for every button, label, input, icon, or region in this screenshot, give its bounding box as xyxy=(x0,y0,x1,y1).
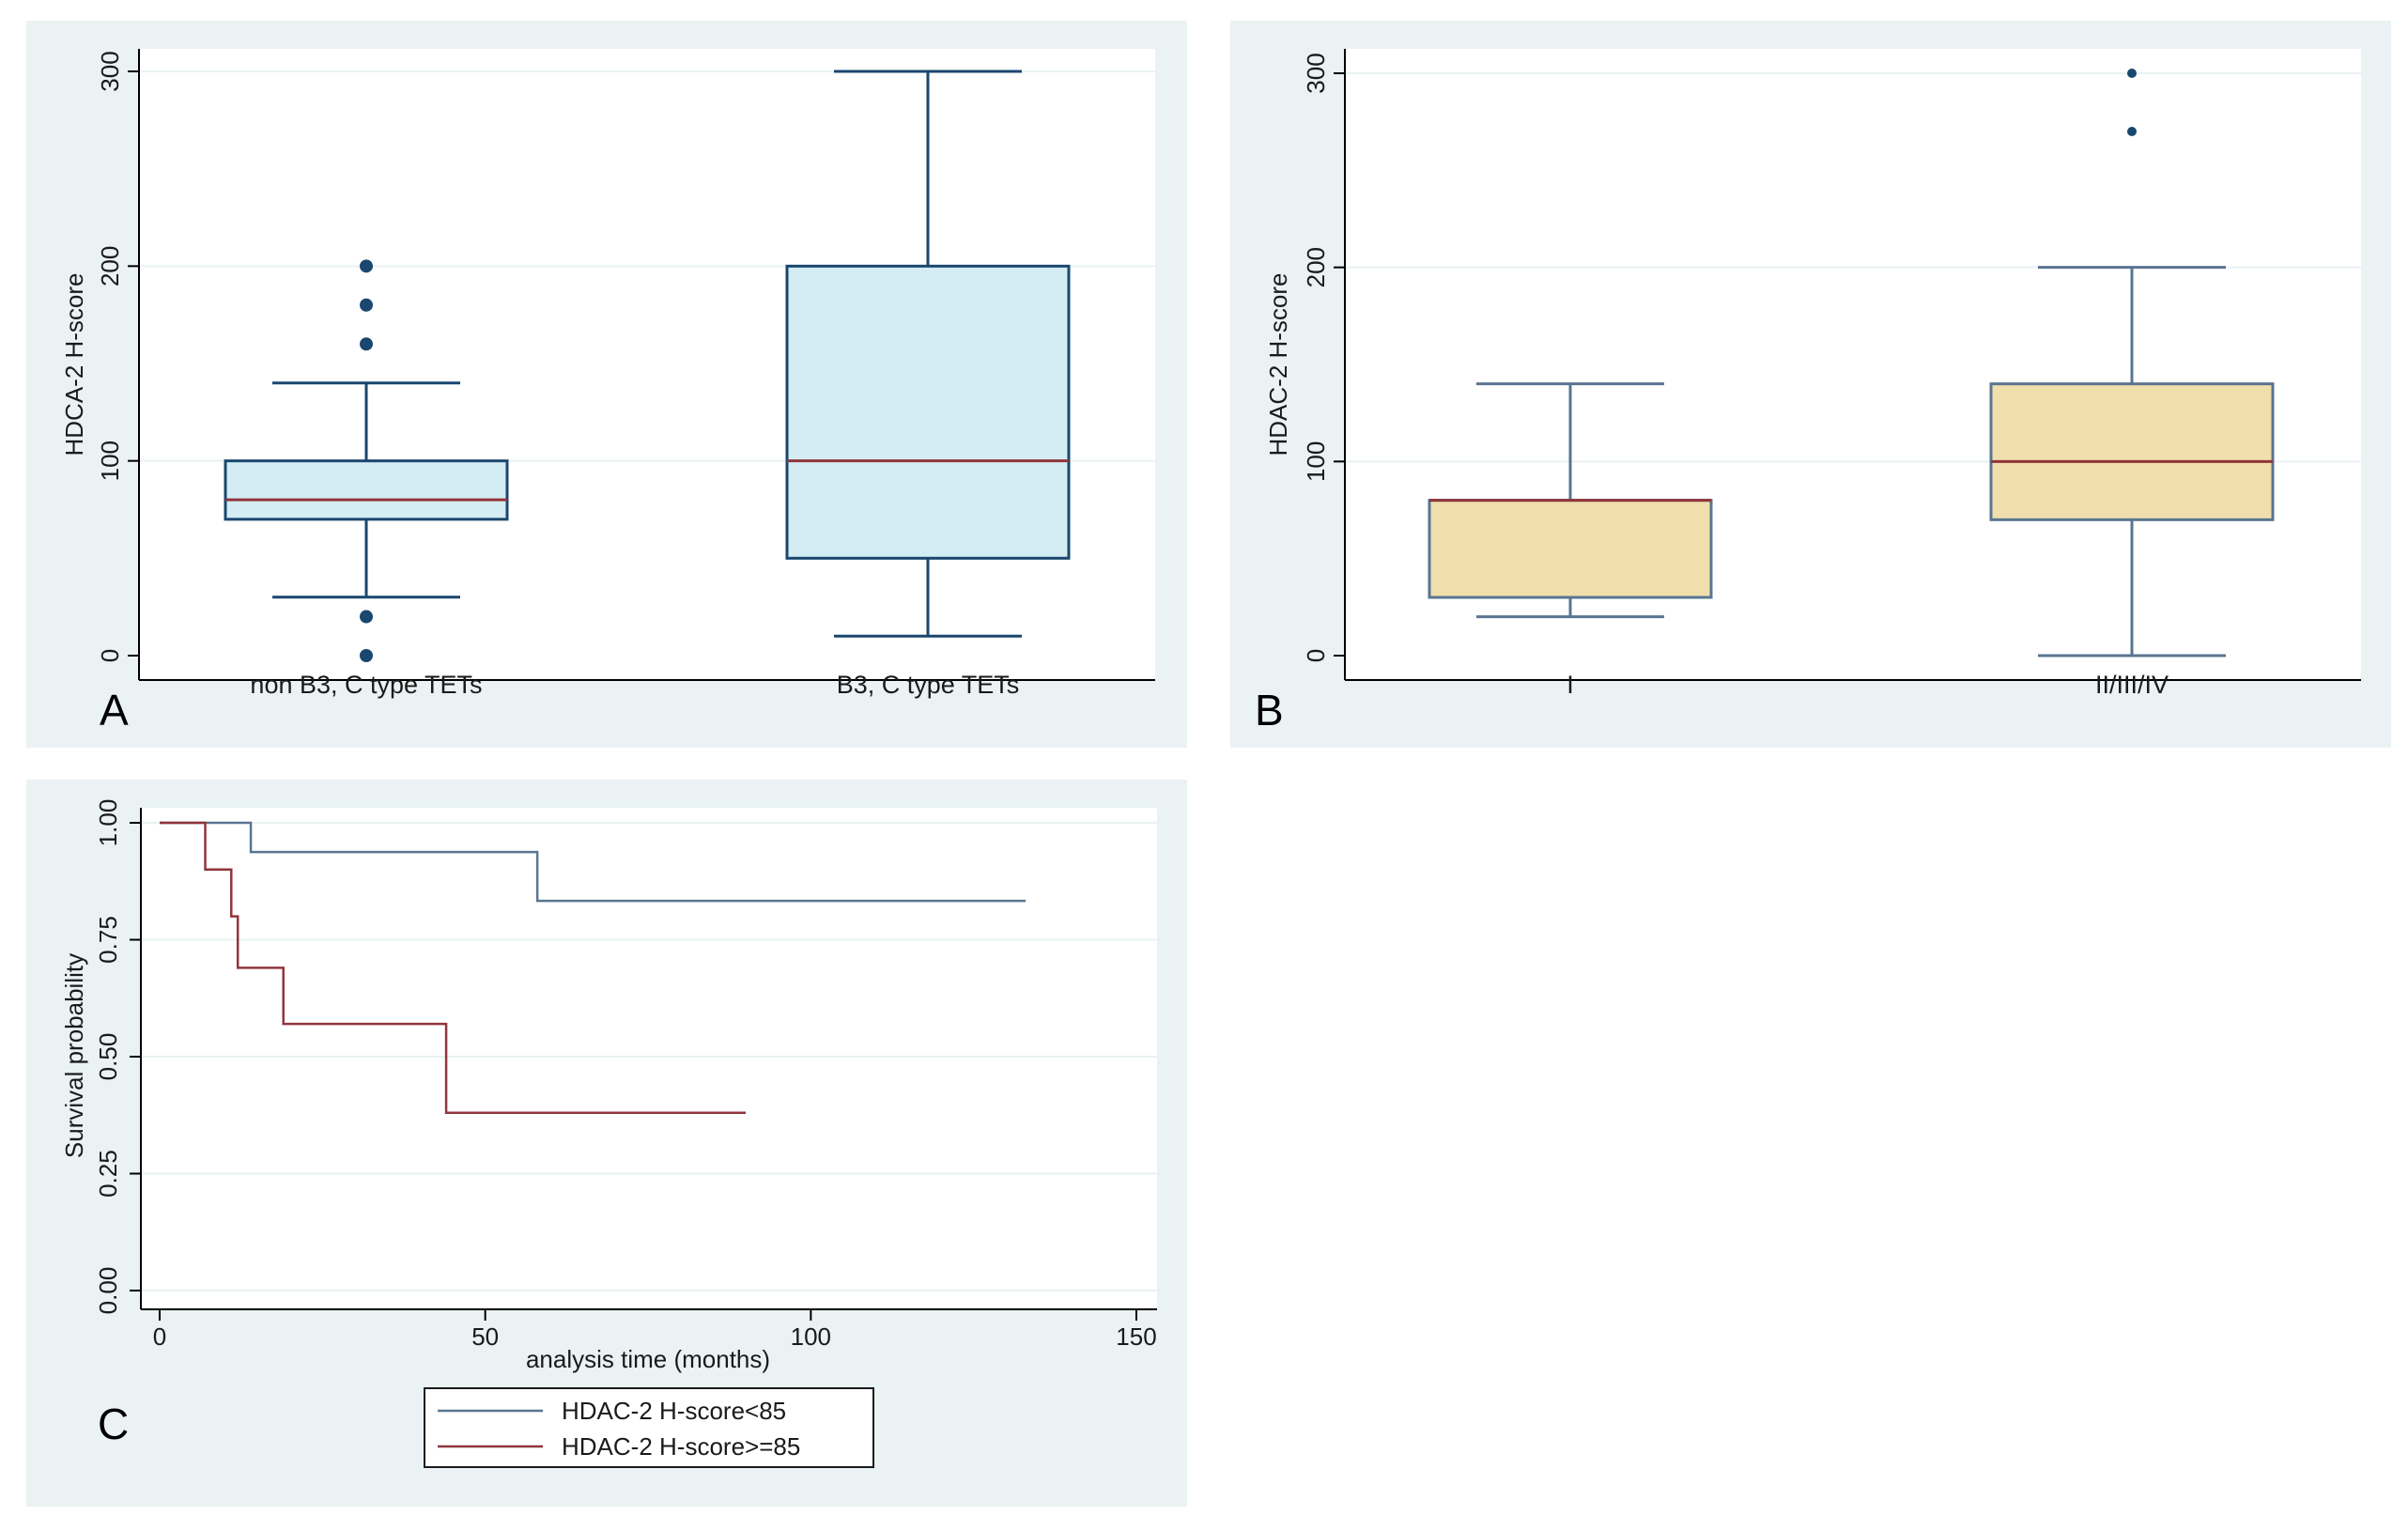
box-iqr xyxy=(1428,499,1713,599)
legend-label-1: HDAC-2 H-score<85 xyxy=(562,1397,786,1425)
y-tick-label: 0.25 xyxy=(94,1150,122,1198)
panel-a-ticks: 0 100 200 300 non B3, C type TETs B3, C type … xyxy=(96,51,1019,699)
panel-a-letter: A xyxy=(100,686,129,735)
x-tick-label: 100 xyxy=(791,1322,831,1351)
x-tick-label: 150 xyxy=(1116,1322,1156,1351)
box-2 xyxy=(1989,69,2275,657)
y-tick-label: 0 xyxy=(1302,649,1330,662)
y-tick-label: 0.50 xyxy=(94,1033,122,1081)
panel-c-legend: HDAC-2 H-score<85 HDAC-2 H-score>=85 xyxy=(424,1387,874,1468)
panel-b-ticks: 0 100 200 300 I II/III/IV xyxy=(1302,53,2169,699)
panel-a: 0 100 200 300 non B3, C type TETs B3, C type … xyxy=(26,21,1187,748)
panel-b-letter: B xyxy=(1255,686,1284,735)
box-iqr xyxy=(785,264,1071,560)
panel-c-survival-curves xyxy=(160,821,1026,1115)
y-tick-label: 100 xyxy=(96,441,124,481)
x-category-label: B3, C type TETs xyxy=(837,671,1020,699)
legend-label-2: HDAC-2 H-score>=85 xyxy=(562,1432,800,1461)
box-1 xyxy=(224,259,509,662)
y-tick-label: 300 xyxy=(96,51,124,91)
panel-a-boxes xyxy=(224,70,1071,662)
y-tick-label: 100 xyxy=(1302,441,1330,482)
outlier-point xyxy=(2127,127,2137,136)
panel-c-y-axis-title: Survival probability xyxy=(60,953,88,1158)
x-category-label: II/III/IV xyxy=(2095,671,2169,699)
box-2 xyxy=(785,70,1071,638)
x-category-label: non B3, C type TETs xyxy=(250,671,482,699)
panel-c-plot-area xyxy=(141,808,1157,1309)
panel-b: 0 100 200 300 I II/III/IV HDAC-2 H-score B xyxy=(1230,21,2391,748)
x-tick-label: 50 xyxy=(471,1322,499,1351)
y-tick-label: 0.75 xyxy=(94,916,122,964)
box-iqr xyxy=(1989,382,2275,521)
panel-b-y-axis-title: HDAC-2 H-score xyxy=(1264,272,1292,456)
y-tick-label: 1.00 xyxy=(94,799,122,847)
km-series-1 xyxy=(160,821,1026,903)
panel-c-ticks: 0.00 0.25 0.50 0.75 1.00 0 50 100 150 xyxy=(94,799,1157,1351)
panel-c: 0.00 0.25 0.50 0.75 1.00 0 50 100 150 Survival p… xyxy=(26,780,1187,1507)
panel-a-y-axis-title: HDCA-2 H-score xyxy=(60,272,88,456)
outlier-point xyxy=(360,259,373,273)
outlier-point xyxy=(360,298,373,312)
panel-c-letter: C xyxy=(98,1400,129,1448)
box-iqr xyxy=(224,459,509,521)
panel-b-boxes xyxy=(1428,69,2275,657)
y-tick-label: 0 xyxy=(96,649,124,662)
panel-c-gridlines xyxy=(141,822,1157,1291)
km-series-2 xyxy=(160,821,746,1115)
outlier-point xyxy=(360,649,373,662)
panel-c-x-axis-title: analysis time (months) xyxy=(526,1345,770,1373)
outlier-point xyxy=(360,337,373,351)
x-tick-label: 0 xyxy=(153,1322,166,1351)
outlier-point xyxy=(360,610,373,624)
y-tick-label: 200 xyxy=(1302,247,1330,287)
outlier-point xyxy=(2127,69,2137,78)
legend-box xyxy=(424,1387,874,1468)
y-tick-label: 300 xyxy=(1302,53,1330,93)
y-tick-label: 200 xyxy=(96,246,124,286)
box-1 xyxy=(1428,382,1713,619)
y-tick-label: 0.00 xyxy=(94,1267,122,1315)
x-category-label: I xyxy=(1567,671,1574,699)
